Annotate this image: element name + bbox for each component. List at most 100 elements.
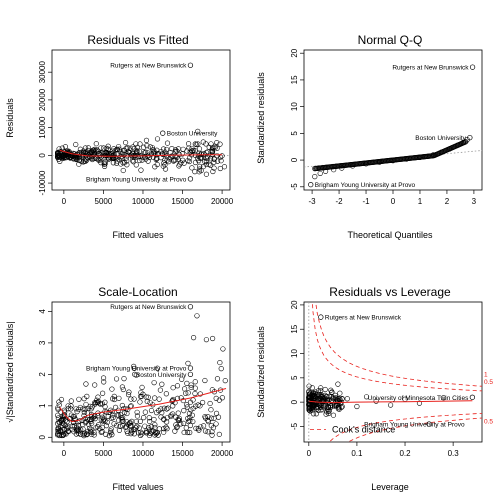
data-point <box>101 416 107 422</box>
data-point <box>210 145 216 151</box>
y-tick-label: 0 <box>290 399 299 404</box>
point-label: Rutgers at New Brunswick <box>392 65 469 72</box>
y-tick-label: 5 <box>290 131 299 136</box>
data-point <box>62 412 68 418</box>
plot-area <box>52 128 230 177</box>
data-point <box>318 388 324 394</box>
data-point <box>205 419 212 425</box>
data-point <box>80 151 86 157</box>
data-point <box>185 360 191 366</box>
data-point <box>203 141 209 147</box>
highlighted-point <box>318 314 324 320</box>
data-point <box>162 166 169 172</box>
data-point <box>120 386 126 393</box>
highlighted-point <box>160 130 166 136</box>
data-point <box>326 408 332 414</box>
y-tick-label: 0 <box>38 153 47 158</box>
data-point <box>373 398 379 404</box>
highlighted-point <box>187 365 194 371</box>
panel-normal-qq: Normal Q-Q Theoretical Quantiles Standar… <box>256 33 483 240</box>
x-tick-label: 20000 <box>211 449 234 458</box>
data-point <box>193 425 199 431</box>
data-point <box>65 153 72 160</box>
data-point <box>89 413 95 419</box>
data-point <box>102 404 108 410</box>
data-point <box>95 394 101 400</box>
data-point <box>71 155 77 161</box>
data-point <box>134 409 140 415</box>
data-point <box>463 139 469 145</box>
panel-title: Residuals vs Fitted <box>87 33 188 47</box>
data-point <box>83 401 89 408</box>
data-point <box>56 399 62 405</box>
data-point <box>162 151 168 157</box>
data-point <box>71 413 77 420</box>
x-tick-label: -2 <box>335 197 343 206</box>
data-point <box>323 411 329 417</box>
data-point <box>192 169 198 175</box>
data-point <box>196 146 203 152</box>
data-point <box>161 405 167 411</box>
data-point <box>185 141 192 147</box>
x-tick-label: 0 <box>391 197 396 206</box>
data-point <box>180 157 186 163</box>
y-axis-label: Standardized residuals <box>256 72 266 164</box>
data-point <box>55 428 61 434</box>
data-point <box>210 335 216 342</box>
data-point <box>214 139 220 146</box>
data-point <box>185 390 191 396</box>
x-tick-label: 0.3 <box>448 449 460 458</box>
data-point <box>192 141 198 147</box>
data-point <box>133 162 139 168</box>
data-point <box>98 157 104 163</box>
data-point <box>211 156 217 162</box>
data-point <box>65 406 71 412</box>
data-point <box>198 424 204 430</box>
y-tick-label: 10 <box>290 349 299 358</box>
data-point <box>187 414 193 420</box>
panel-title: Normal Q-Q <box>358 33 423 47</box>
data-point <box>330 403 336 409</box>
panel-title: Scale-Location <box>98 285 177 299</box>
data-point <box>145 158 151 164</box>
data-point <box>60 432 66 438</box>
data-point <box>62 417 69 423</box>
data-point <box>109 386 115 392</box>
data-point <box>87 403 93 410</box>
y-tick-label: 15 <box>290 75 299 84</box>
x-axis-label: Theoretical Quantiles <box>347 230 433 240</box>
data-point <box>64 426 70 432</box>
data-point <box>324 394 330 400</box>
x-tick-label: 5000 <box>95 449 113 458</box>
panel-scale-location: Scale-Location Fitted values √|Standardi… <box>5 285 234 492</box>
data-point <box>192 379 198 385</box>
data-point <box>175 410 181 416</box>
data-point <box>82 406 88 413</box>
data-point <box>209 429 215 435</box>
highlighted-point <box>469 64 476 70</box>
data-point <box>184 402 190 408</box>
data-point <box>170 385 176 391</box>
data-point <box>145 150 151 156</box>
x-tick-label: 2 <box>445 197 450 206</box>
data-point <box>197 163 203 169</box>
data-point <box>95 148 101 154</box>
data-point <box>179 376 185 382</box>
data-point <box>192 385 198 391</box>
highlighted-point <box>187 62 194 68</box>
data-point <box>54 154 61 160</box>
data-point <box>56 420 63 426</box>
data-point <box>309 385 315 391</box>
data-point <box>203 171 210 177</box>
data-point <box>91 432 97 438</box>
contour-label: 1 <box>484 371 488 378</box>
y-tick-label: -10000 <box>38 170 47 195</box>
data-point <box>98 145 104 151</box>
data-point <box>83 381 89 387</box>
point-label: Brigham Young University at Provo <box>364 422 465 429</box>
data-point <box>141 144 147 150</box>
data-point <box>105 146 111 152</box>
smoother-line <box>59 149 223 157</box>
data-point <box>184 404 190 410</box>
data-point <box>113 376 120 382</box>
